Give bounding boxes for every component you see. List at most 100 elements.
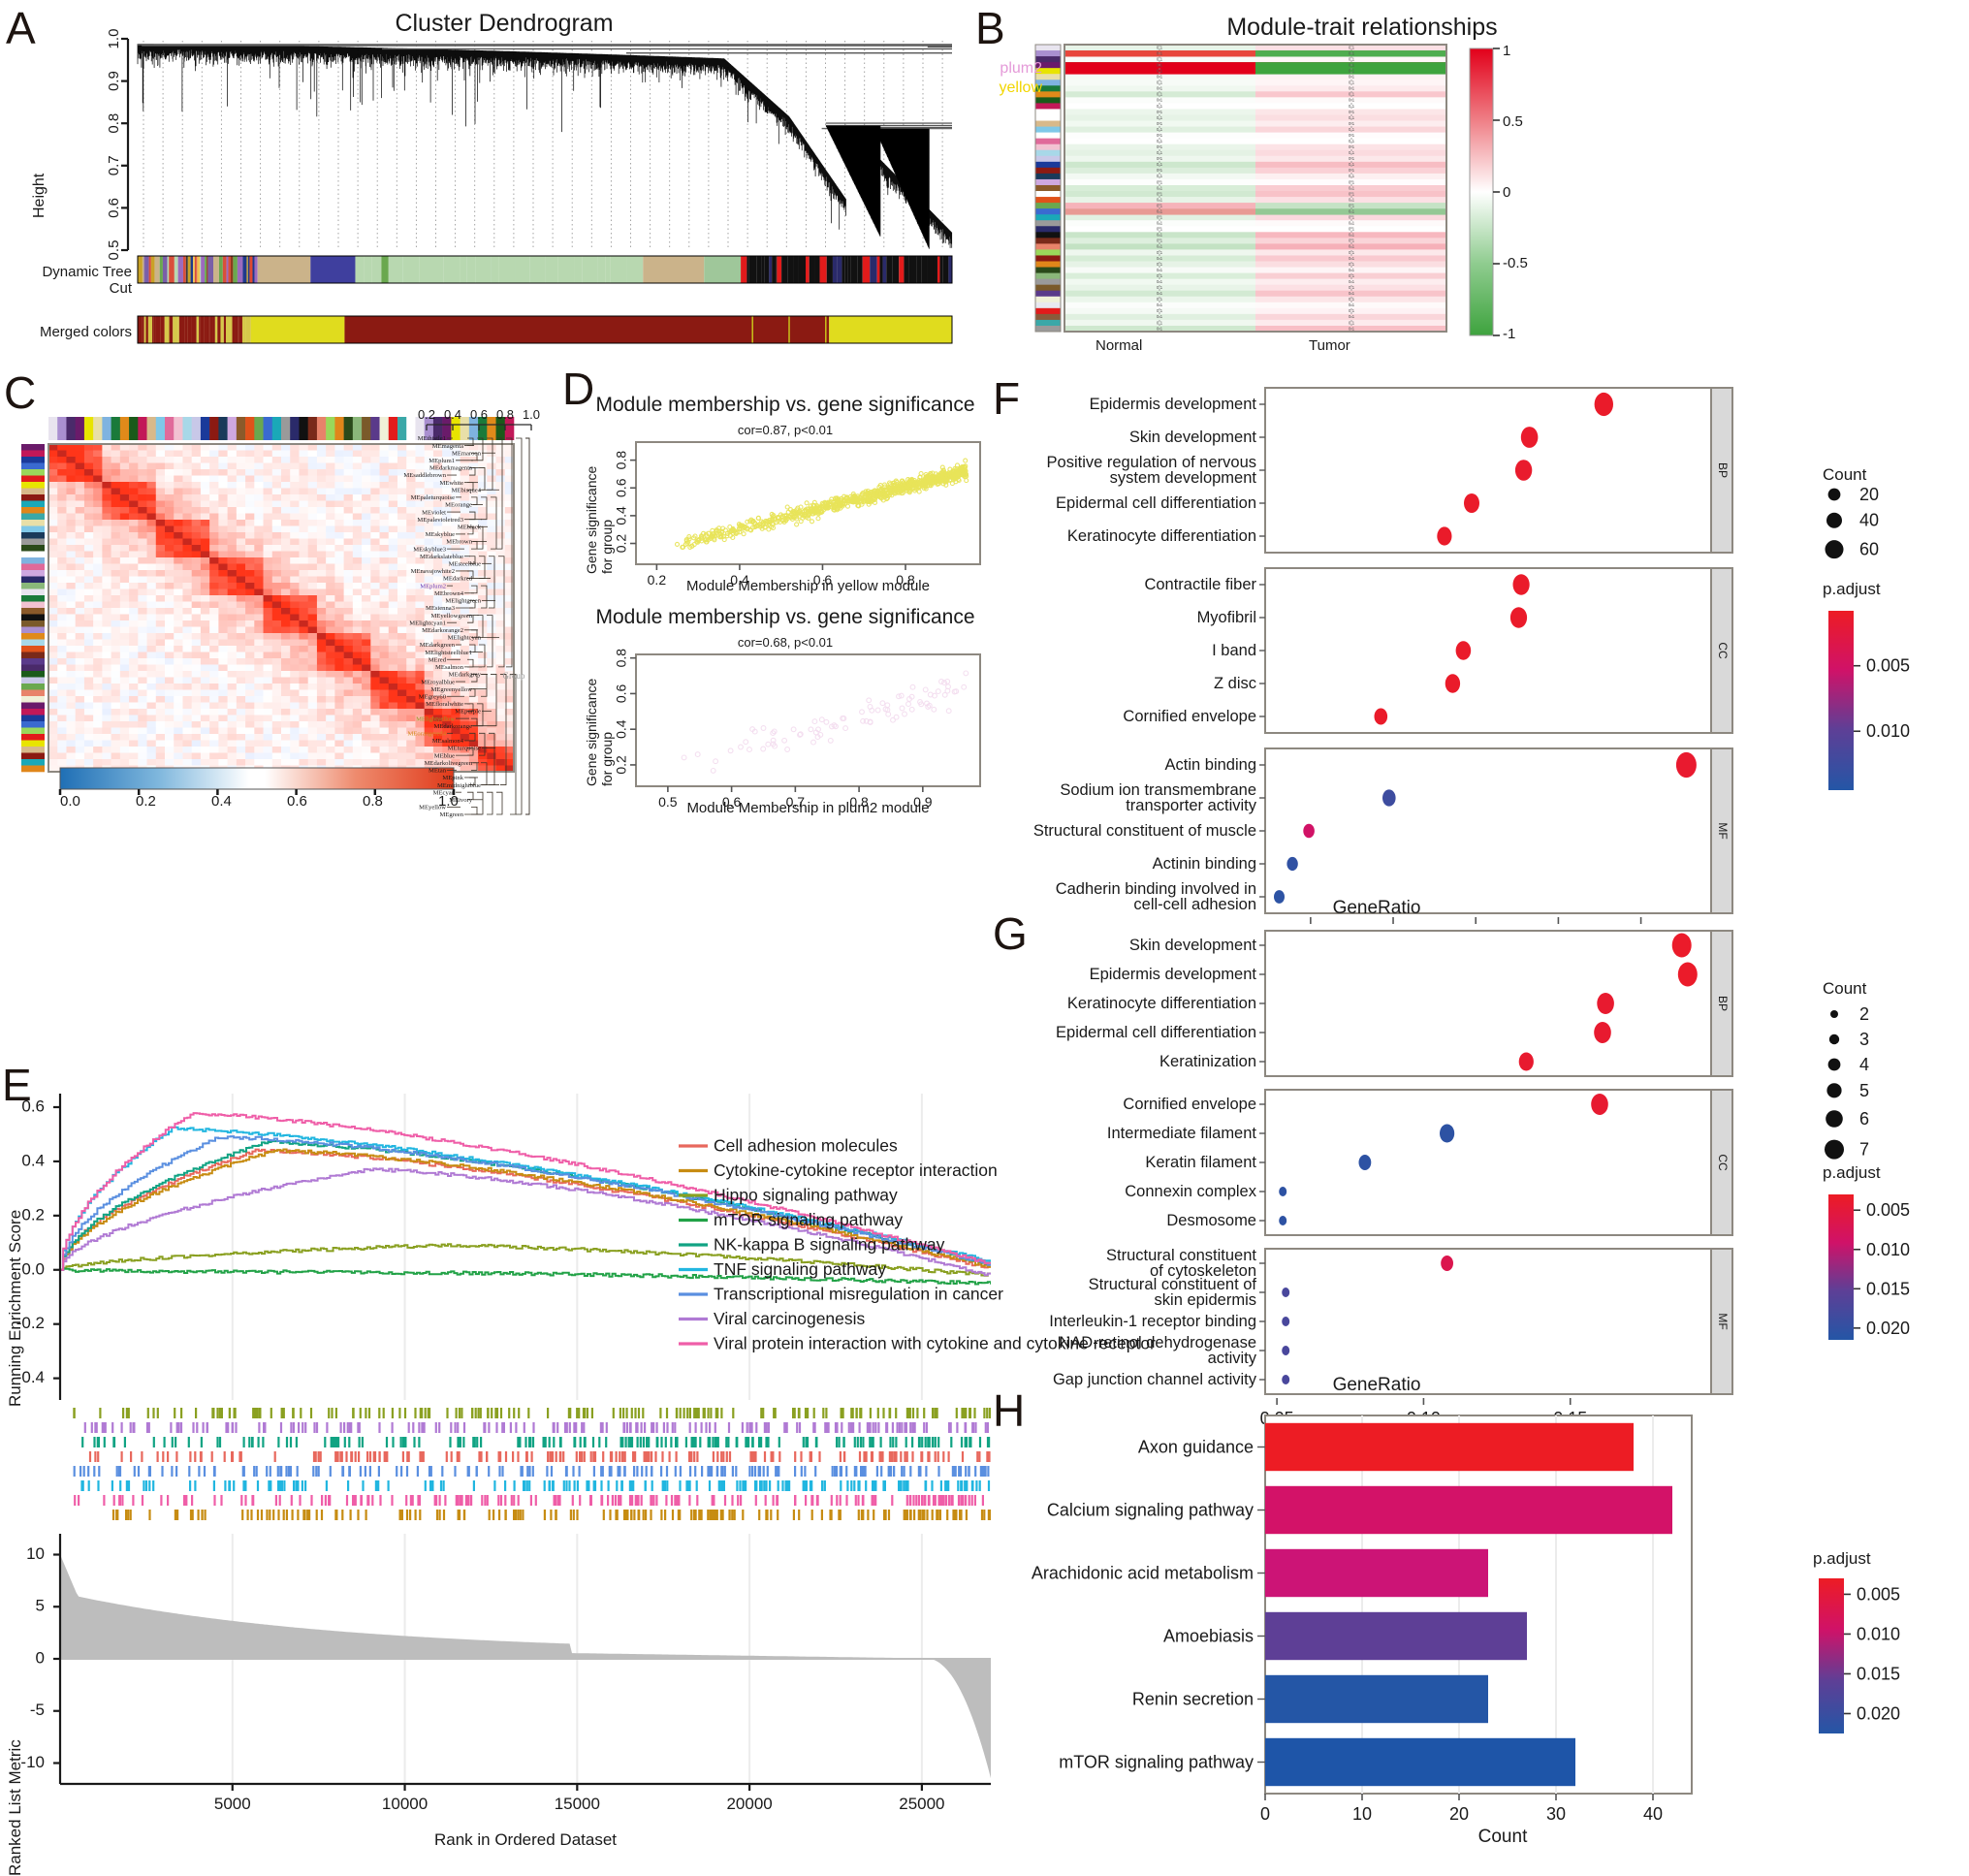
panel-h-padjust-legend-title: p.adjust — [1813, 1549, 1871, 1569]
svg-text:0.8: 0.8 — [496, 407, 514, 422]
svg-text:MEyellowgreen: MEyellowgreen — [431, 613, 473, 620]
svg-text:MEpalevioletred3: MEpalevioletred3 — [417, 517, 463, 524]
svg-text:MEivory: MEivory — [449, 797, 473, 804]
svg-text:MElightgreen: MElightgreen — [445, 598, 481, 605]
svg-text:MEplum1: MEplum1 — [429, 458, 455, 464]
svg-text:MEmaroon: MEmaroon — [452, 450, 482, 457]
panel-a-row-label-merged: Merged colors — [29, 324, 132, 340]
panel-c-scale-04: 0.4 — [211, 793, 232, 810]
panel-e: Running Enrichment Score Ranked List Met… — [0, 1086, 1144, 1856]
svg-text:MEdarkorange: MEdarkorange — [433, 723, 472, 730]
panel-b-module-yellow: yellow — [989, 79, 1042, 97]
svg-text:MEcyan: MEcyan — [433, 789, 456, 796]
svg-text:MEskyblue: MEskyblue — [426, 531, 455, 538]
panel-b-xtick-tumor: Tumor — [1309, 337, 1350, 354]
svg-text:MEorange: MEorange — [445, 502, 472, 509]
panel-d-plot-2: Module membership vs. gene significance … — [582, 606, 989, 824]
svg-text:1.0: 1.0 — [106, 29, 122, 49]
svg-text:0.7: 0.7 — [106, 155, 122, 175]
svg-text:0.6: 0.6 — [106, 198, 122, 218]
svg-text:MEthistle1: MEthistle1 — [418, 435, 446, 442]
svg-text:0.4: 0.4 — [614, 506, 629, 525]
panel-g-padjust-legend-title: p.adjust — [1823, 1163, 1881, 1183]
panel-h-xlabel: Count — [1415, 1827, 1590, 1848]
svg-text:MEmidnightblue: MEmidnightblue — [437, 782, 481, 789]
svg-text:0.8: 0.8 — [106, 113, 122, 134]
svg-text:0.2: 0.2 — [418, 407, 435, 422]
svg-text:MEfloralwhite: MEfloralwhite — [426, 701, 463, 708]
svg-text:MEgrey60: MEgrey60 — [419, 693, 447, 700]
panel-a-plot: 1.00.90.80.70.60.5 — [10, 0, 979, 366]
svg-text:MEsalmon: MEsalmon — [435, 664, 464, 671]
panel-b-xtick-normal: Normal — [1096, 337, 1142, 354]
svg-text:MEred: MEred — [429, 656, 447, 663]
svg-text:MEsienna3: MEsienna3 — [426, 605, 456, 612]
svg-text:MEsalmon4: MEsalmon4 — [432, 738, 464, 745]
svg-text:MEpink: MEpink — [442, 775, 463, 781]
svg-text:MEgreenyellow: MEgreenyellow — [431, 686, 473, 693]
svg-text:MEturquoise: MEturquoise — [448, 746, 482, 752]
svg-text:MEgreen: MEgreen — [439, 811, 463, 818]
panel-f-padjust-legend-title: p.adjust — [1823, 580, 1881, 599]
svg-text:0.5: 0.5 — [106, 240, 122, 261]
svg-text:MElightyellow: MElightyellow — [416, 715, 455, 722]
svg-text:MElightcyan: MElightcyan — [448, 635, 482, 642]
svg-text:0.6: 0.6 — [470, 407, 488, 422]
svg-text:MEblue: MEblue — [434, 752, 455, 759]
svg-text:MEdarkgrey: MEdarkgrey — [449, 672, 482, 679]
svg-text:MEbrown: MEbrown — [446, 539, 472, 546]
svg-text:MEbisque4: MEbisque4 — [452, 487, 482, 493]
svg-text:MEtan: MEtan — [429, 768, 447, 775]
svg-text:MEroyalblue: MEroyalblue — [421, 679, 455, 685]
svg-text:MEsteelblue: MEsteelblue — [449, 561, 481, 568]
svg-text:MEpaleturquoise: MEpaleturquoise — [411, 494, 455, 501]
svg-text:0.4: 0.4 — [614, 719, 629, 739]
svg-text:0.8: 0.8 — [614, 451, 629, 470]
svg-text:MEviolet: MEviolet — [422, 509, 446, 516]
svg-text:MEdarkorange2: MEdarkorange2 — [422, 627, 463, 634]
svg-text:MEwhite: MEwhite — [439, 480, 463, 487]
svg-text:0.2: 0.2 — [614, 534, 629, 554]
svg-text:1.0: 1.0 — [523, 407, 540, 422]
svg-text:MEorangered4: MEorangered4 — [407, 731, 446, 738]
svg-text:MElightcyan1: MElightcyan1 — [409, 620, 446, 626]
svg-text:0.6: 0.6 — [614, 684, 629, 703]
svg-text:MEbrown4: MEbrown4 — [434, 590, 464, 597]
panel-d-xlabel-1: Module Membership in yellow module — [636, 578, 980, 594]
svg-text:MEnavajowhite2: MEnavajowhite2 — [411, 568, 455, 575]
panel-f-xlabel: GeneRatio — [1202, 898, 1551, 919]
svg-text:Group: Group — [503, 671, 525, 681]
panel-d-plot-1: Module membership vs. gene significance … — [582, 388, 989, 596]
svg-text:0.6: 0.6 — [614, 478, 629, 497]
panel-b-cb-tick-m1: -1 — [1503, 326, 1515, 342]
svg-text:0.4: 0.4 — [444, 407, 461, 422]
panel-g-count-legend-title: Count — [1823, 979, 1866, 999]
panel-c-scale-08: 0.8 — [363, 793, 383, 810]
panel-b-cb-tick-m05: -0.5 — [1503, 255, 1528, 271]
svg-text:MEdarkgreen: MEdarkgreen — [420, 642, 456, 649]
panel-e-xlabel: Rank in Ordered Dataset — [60, 1830, 991, 1850]
svg-text:MEsaddlebrown: MEsaddlebrown — [403, 472, 446, 479]
panel-f-count-legend-title: Count — [1823, 465, 1866, 485]
panel-c-scale-02: 0.2 — [136, 793, 156, 810]
panel-a-row-label-dynamic: Dynamic Tree Cut — [29, 264, 132, 297]
panel-d-xlabel-2: Module Membership in plum2 module — [636, 800, 980, 816]
svg-text:MEyellow: MEyellow — [419, 805, 446, 811]
panel-c-scale-06: 0.6 — [287, 793, 307, 810]
svg-text:MEdarkred: MEdarkred — [443, 576, 473, 583]
panel-b-cb-tick-05: 0.5 — [1503, 113, 1523, 130]
svg-text:MEpurple: MEpurple — [455, 709, 481, 715]
panel-g-xlabel: GeneRatio — [1202, 1375, 1551, 1396]
svg-text:MEdarkslateblue: MEdarkslateblue — [420, 554, 463, 560]
